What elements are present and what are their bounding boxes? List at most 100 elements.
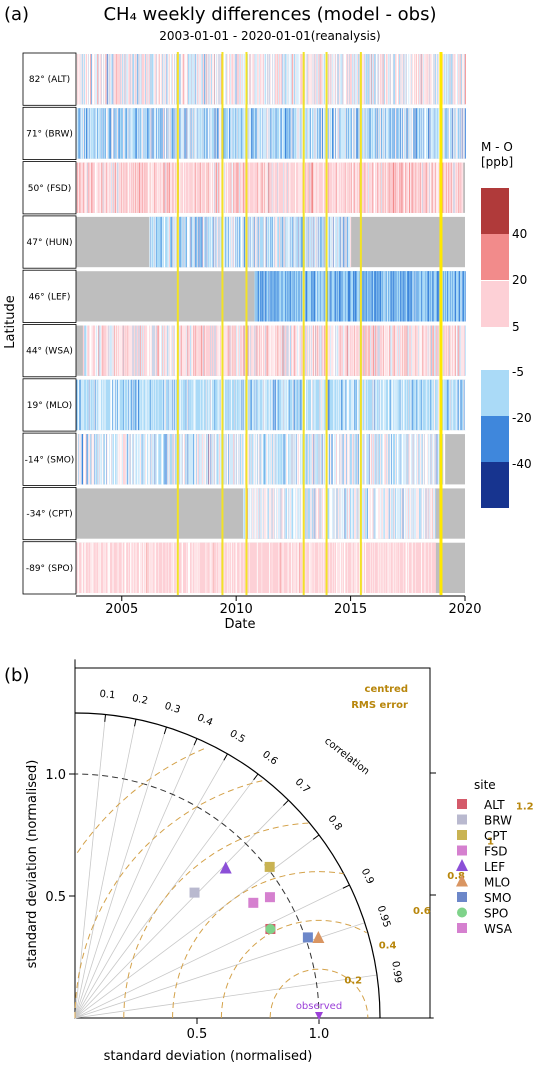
heatmap-cell — [299, 162, 300, 213]
heatmap-cell — [256, 379, 258, 431]
heatmap-cell — [283, 325, 285, 376]
heatmap-cell — [460, 54, 461, 105]
heatmap-cell — [200, 162, 201, 213]
heatmap-cell — [175, 108, 177, 159]
heatmap-cell — [244, 54, 245, 105]
heatmap-cell — [406, 325, 408, 376]
heatmap-cell — [145, 325, 147, 376]
heatmap-cell — [415, 108, 417, 159]
heatmap-cell — [321, 108, 323, 159]
heatmap-cell — [218, 216, 220, 268]
heatmap-cell — [180, 379, 182, 431]
heatmap-cell — [265, 271, 266, 322]
heatmap-cell — [338, 54, 340, 105]
heatmap-cell — [170, 325, 172, 376]
heatmap-cell — [306, 271, 308, 322]
heatmap-cell — [338, 325, 340, 376]
heatmap-cell — [300, 54, 302, 105]
heatmap-cell — [91, 54, 93, 105]
heatmap-cell — [301, 379, 303, 431]
heatmap-cell — [187, 325, 188, 376]
heatmap-cell — [274, 108, 276, 159]
heatmap-cell — [263, 379, 265, 431]
heatmap-cell — [332, 108, 333, 159]
heatmap-cell — [314, 54, 316, 105]
heatmap-cell — [205, 379, 207, 431]
heatmap-cell — [445, 162, 447, 213]
heatmap-cell — [442, 325, 444, 376]
heatmap-cell — [336, 325, 338, 376]
heatmap-cell — [228, 325, 230, 376]
heatmap-cell — [201, 325, 203, 376]
heatmap-cell — [132, 379, 134, 431]
heatmap-cell — [301, 271, 302, 322]
heatmap-cell — [108, 379, 110, 431]
heatmap-cell — [319, 216, 320, 268]
heatmap-cell — [331, 325, 332, 376]
heatmap-cell — [170, 379, 172, 431]
heatmap-cell — [281, 162, 283, 213]
heatmap-cell — [248, 108, 250, 159]
heatmap-cell — [266, 162, 267, 213]
heatmap-cell — [339, 271, 341, 322]
heatmap-cell — [411, 54, 413, 105]
heatmap-cell — [123, 108, 125, 159]
heatmap-cell — [230, 325, 232, 376]
heatmap-cell — [436, 271, 438, 322]
heatmap-cell — [285, 271, 287, 322]
heatmap-cell — [371, 54, 373, 105]
heatmap-cell — [169, 108, 171, 159]
heatmap-cell — [348, 54, 350, 105]
heatmap-cell — [374, 325, 376, 376]
heatmap-cell — [380, 325, 382, 376]
heatmap-cell — [418, 325, 420, 376]
heatmap-cell — [394, 54, 396, 105]
heatmap-cell — [448, 325, 449, 376]
heatmap-cell — [397, 325, 399, 376]
heatmap-cell — [197, 54, 199, 105]
heatmap-cell — [173, 325, 175, 376]
heatmap-cell — [416, 271, 418, 322]
heatmap-cell — [273, 162, 275, 213]
heatmap-cell — [207, 325, 209, 376]
heatmap-cell — [396, 325, 398, 376]
heatmap-cell — [396, 271, 398, 322]
heatmap-cell — [322, 54, 324, 105]
heatmap-cell — [373, 271, 375, 322]
heatmap-cell — [241, 108, 243, 159]
heatmap-cell — [178, 162, 180, 213]
heatmap-cell — [208, 108, 210, 159]
heatmap-cell — [442, 108, 444, 159]
heatmap-cell — [433, 54, 435, 105]
heatmap-cell — [444, 325, 446, 376]
heatmap-cell — [142, 108, 144, 159]
heatmap-cell — [139, 108, 141, 159]
heatmap-cell — [240, 54, 241, 105]
heatmap-cell — [234, 379, 236, 431]
heatmap-cell — [257, 325, 259, 376]
heatmap-cell — [153, 108, 155, 159]
heatmap-cell — [166, 108, 168, 159]
heatmap-cell — [372, 54, 373, 105]
heatmap-cell — [448, 54, 450, 105]
heatmap-cell — [105, 162, 107, 213]
heatmap-cell — [98, 379, 100, 431]
heatmap-cell — [182, 325, 184, 376]
heatmap-cell — [265, 379, 267, 431]
heatmap-cell — [141, 379, 142, 431]
heatmap-cell — [89, 108, 91, 159]
heatmap-cell — [378, 162, 380, 213]
heatmap-cell — [344, 54, 346, 105]
heatmap-cell — [78, 379, 80, 431]
heatmap-cell — [358, 108, 359, 159]
heatmap-cell — [212, 54, 214, 105]
heatmap-cell — [197, 379, 198, 431]
heatmap-cell — [271, 271, 273, 322]
heatmap-cell — [463, 271, 464, 322]
heatmap-cell — [292, 325, 294, 376]
heatmap-cell — [299, 162, 301, 213]
heatmap-cell — [335, 325, 336, 376]
heatmap-cell — [284, 216, 286, 268]
heatmap-cell — [236, 162, 238, 213]
heatmap-cell — [179, 216, 181, 268]
